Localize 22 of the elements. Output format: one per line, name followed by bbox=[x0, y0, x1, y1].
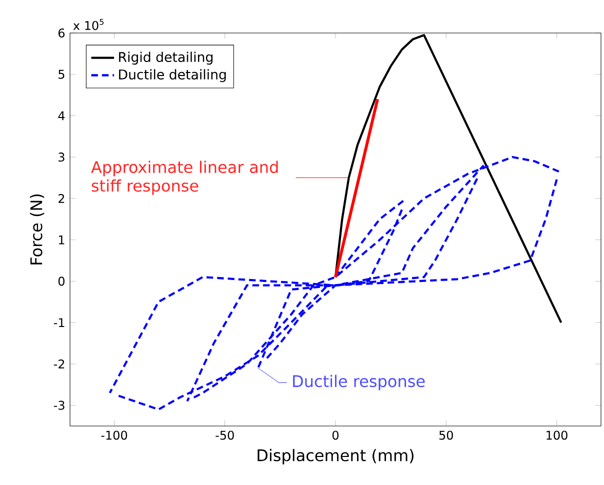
annotation: Ductile response bbox=[293, 374, 425, 390]
x-axis-title: Displacement (mm) bbox=[258, 448, 414, 464]
legend-label: Rigid detailing bbox=[119, 52, 212, 65]
x-tick-label: 100 bbox=[546, 430, 568, 440]
x-tick-label: -50 bbox=[216, 430, 234, 440]
y-tick-label: 6 bbox=[58, 28, 65, 38]
legend-label: Ductile detailing bbox=[119, 69, 226, 82]
y-tick-label: 5 bbox=[58, 70, 64, 79]
y-tick-label: -2 bbox=[54, 359, 64, 368]
y-tick-label: -3 bbox=[54, 400, 64, 410]
y-tick-label: 3 bbox=[58, 152, 64, 162]
y-tick-label: 4 bbox=[58, 111, 65, 120]
y-axis-title: Force (N) bbox=[30, 194, 44, 264]
y-tick-label: -1 bbox=[54, 318, 64, 327]
x-tick-label: -100 bbox=[101, 430, 128, 440]
y-tick-label: 1 bbox=[58, 235, 64, 244]
annotation: Approximate linear and stiff response bbox=[91, 160, 278, 195]
y-tick-label: 2 bbox=[58, 194, 64, 203]
x-tick-label: 50 bbox=[439, 430, 453, 440]
text: x 10$^{5}$ bbox=[73, 18, 104, 30]
x-tick-label: 0 bbox=[332, 430, 339, 440]
y-tick-label: 0 bbox=[58, 276, 64, 286]
